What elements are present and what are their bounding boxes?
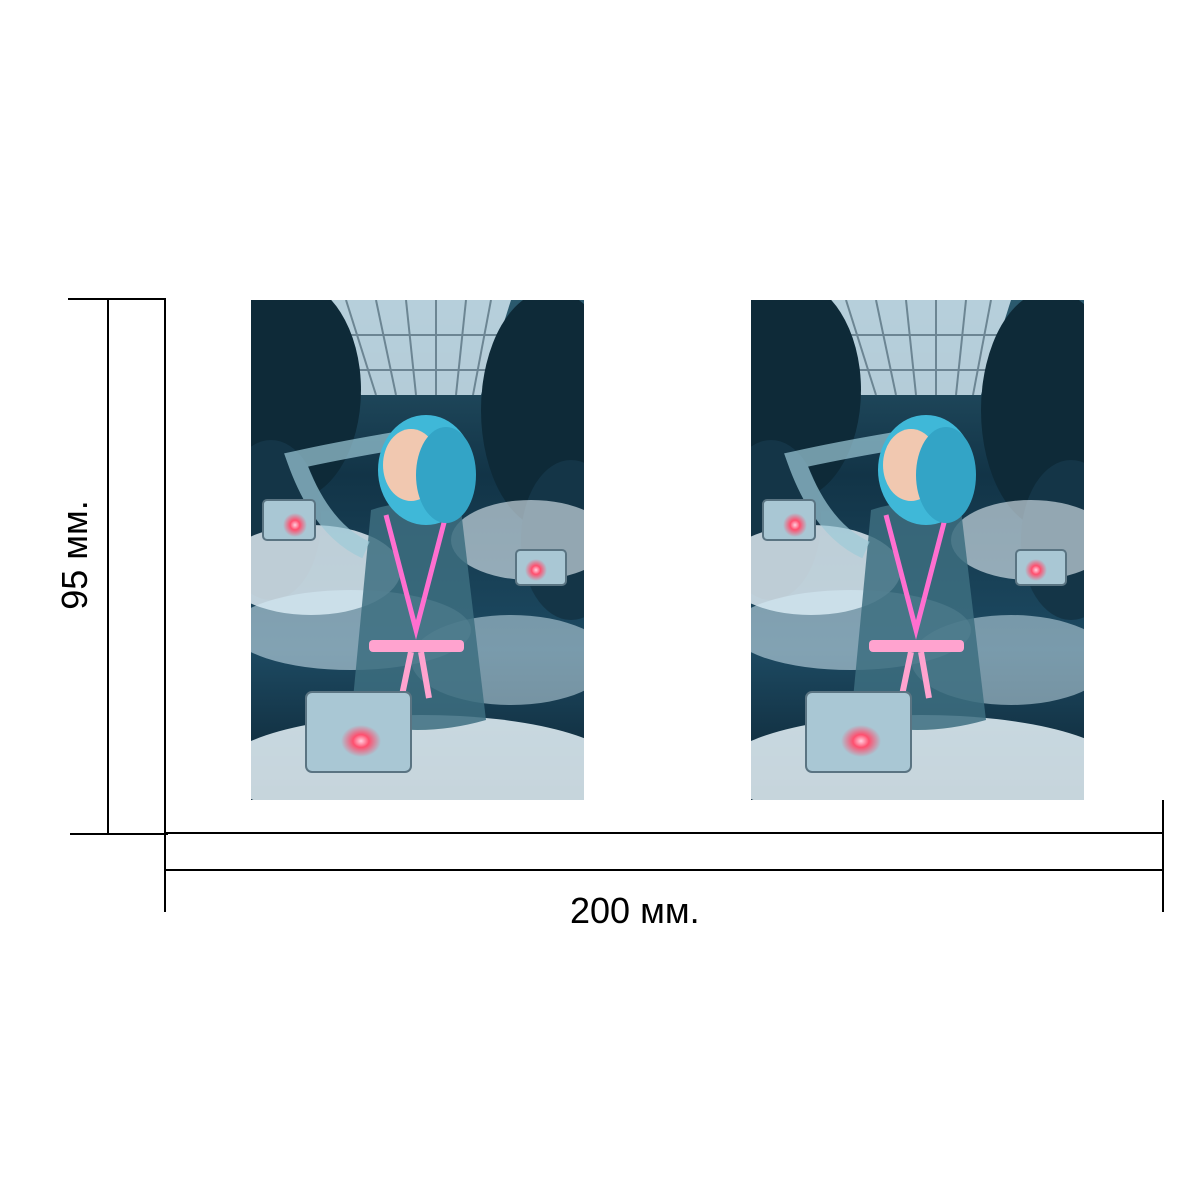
width-left-tick [164,800,166,912]
width-right-tick [1162,800,1164,912]
height-top-tick [68,298,166,300]
width-label: 200 мм. [570,890,700,931]
artwork-left [251,300,584,800]
artwork-image [251,300,584,800]
height-dimension-line [107,298,109,835]
height-label: 95 мм. [54,500,95,610]
width-dimension-line [164,869,1164,871]
width-extension-line [164,832,1164,834]
height-extension-line [164,298,166,835]
artwork-image [751,300,1084,800]
height-bottom-tick [70,833,168,835]
artwork-right [751,300,1084,800]
